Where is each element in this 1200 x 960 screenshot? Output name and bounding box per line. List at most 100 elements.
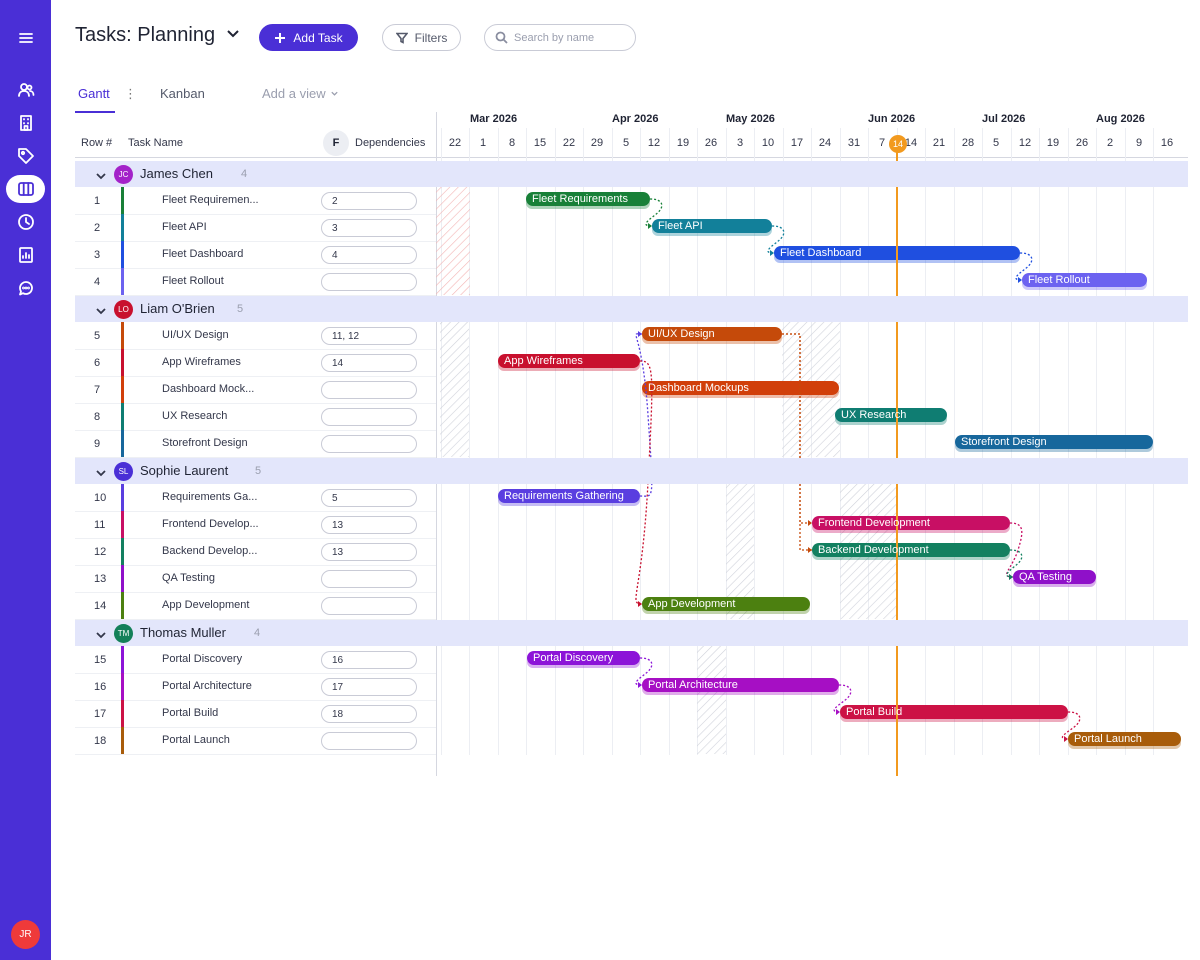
sidebar-users-button[interactable] (6, 76, 45, 104)
row-number: 4 (94, 276, 101, 288)
task-name[interactable]: UI/UX Design (162, 329, 229, 341)
row-divider (75, 241, 436, 242)
task-name[interactable]: Fleet Rollout (162, 275, 224, 287)
task-name[interactable]: Fleet API (162, 221, 207, 233)
dependency-connector (1006, 549, 1023, 578)
task-name[interactable]: Portal Architecture (162, 680, 252, 692)
task-name[interactable]: Portal Build (162, 707, 219, 719)
filters-button[interactable]: Filters (382, 24, 461, 51)
header-divider (75, 157, 1188, 158)
page-title-dropdown[interactable]: Tasks: Planning (75, 24, 241, 47)
search-box[interactable] (484, 24, 636, 51)
sidebar-chat-button[interactable] (6, 274, 45, 302)
dependencies-field[interactable]: 13 (321, 516, 417, 534)
task-name[interactable]: App Development (162, 599, 250, 611)
dependencies-field[interactable] (321, 381, 417, 399)
gridline (754, 128, 755, 755)
dependencies-field[interactable]: 5 (321, 489, 417, 507)
tab-kanban[interactable]: Kanban (160, 86, 205, 101)
group-name: Liam O'Brien (140, 301, 215, 316)
group-header-sl[interactable] (75, 458, 1188, 484)
dependencies-field[interactable]: 11, 12 (321, 327, 417, 345)
sidebar-report-button[interactable] (6, 241, 45, 269)
dependency-connector (1006, 522, 1023, 578)
chevron-down-icon[interactable] (95, 628, 107, 640)
row-number: 2 (94, 222, 101, 234)
chevron-down-icon[interactable] (95, 466, 107, 478)
group-header-tm[interactable] (75, 620, 1188, 646)
chevron-down-icon[interactable] (95, 304, 107, 316)
task-name[interactable]: QA Testing (162, 572, 215, 584)
sidebar: JR (0, 0, 51, 960)
dependencies-field[interactable]: 14 (321, 354, 417, 372)
sidebar-board-button[interactable] (6, 175, 45, 203)
group-header-jc[interactable] (75, 161, 1188, 187)
task-name[interactable]: Fleet Requiremen... (162, 194, 259, 206)
dependencies-field[interactable]: 4 (321, 246, 417, 264)
chevron-down-icon[interactable] (95, 169, 107, 181)
day-label: 12 (647, 137, 661, 149)
task-color-strip (121, 511, 124, 538)
dependencies-header[interactable]: Dependencies (355, 137, 426, 149)
row-number-header: Row # (81, 137, 113, 149)
group-name: Sophie Laurent (140, 463, 229, 478)
day-label: 19 (1046, 137, 1060, 149)
blocked-period (440, 322, 469, 457)
group-header-lo[interactable] (75, 296, 1188, 322)
day-label: 3 (736, 137, 744, 149)
sidebar-clock-button[interactable] (6, 208, 45, 236)
report-icon (18, 247, 33, 263)
avatar: JC (114, 165, 133, 184)
sidebar-building-button[interactable] (6, 109, 45, 137)
dependencies-field[interactable]: 3 (321, 219, 417, 237)
day-label: 8 (508, 137, 516, 149)
row-number: 15 (94, 654, 107, 666)
task-name[interactable]: Fleet Dashboard (162, 248, 244, 260)
dependencies-field[interactable]: 16 (321, 651, 417, 669)
dependencies-field[interactable]: 13 (321, 543, 417, 561)
dependencies-field[interactable]: 17 (321, 678, 417, 696)
dependencies-field[interactable] (321, 435, 417, 453)
dependencies-field[interactable]: 18 (321, 705, 417, 723)
task-name[interactable]: Backend Develop... (162, 545, 258, 557)
add-view-dropdown[interactable]: Add a view (262, 86, 339, 101)
task-name-header[interactable]: Task Name (128, 137, 184, 149)
tab-gantt[interactable]: Gantt (78, 86, 110, 101)
freeze-column-toggle[interactable]: F (323, 130, 349, 156)
tab-more-menu[interactable]: ⋮ (124, 86, 137, 101)
group-count-badge: 5 (255, 465, 262, 477)
row-divider (75, 727, 436, 728)
task-color-strip (121, 700, 124, 727)
sidebar-menu-button[interactable] (6, 24, 45, 52)
task-name[interactable]: UX Research (162, 410, 228, 422)
active-tab-indicator (75, 111, 115, 113)
day-label: 31 (847, 137, 861, 149)
dependency-connector (1061, 711, 1081, 740)
task-color-strip (121, 727, 124, 754)
dependencies-field[interactable] (321, 570, 417, 588)
dependencies-field[interactable] (321, 732, 417, 750)
sidebar-tag-button[interactable] (6, 142, 45, 170)
dependencies-field[interactable]: 2 (321, 192, 417, 210)
chevron-down-icon (225, 25, 241, 46)
dependencies-field[interactable] (321, 273, 417, 291)
dependencies-field[interactable] (321, 408, 417, 426)
task-name[interactable]: Portal Discovery (162, 653, 243, 665)
task-name[interactable]: Dashboard Mock... (162, 383, 255, 395)
gridline (526, 128, 527, 755)
task-name[interactable]: Requirements Ga... (162, 491, 258, 503)
task-name[interactable]: Storefront Design (162, 437, 248, 449)
task-color-strip (121, 646, 124, 673)
add-task-button[interactable]: Add Task (259, 24, 358, 51)
dependencies-field[interactable] (321, 597, 417, 615)
row-divider (75, 349, 436, 350)
task-name[interactable]: Frontend Develop... (162, 518, 259, 530)
task-color-strip (121, 484, 124, 511)
user-avatar[interactable]: JR (11, 920, 40, 949)
task-name[interactable]: Portal Launch (162, 734, 230, 746)
task-name[interactable]: App Wireframes (162, 356, 241, 368)
chevron-down-icon (330, 91, 338, 96)
day-label: 5 (992, 137, 1000, 149)
search-input[interactable] (514, 31, 624, 44)
day-label: 12 (1018, 137, 1032, 149)
